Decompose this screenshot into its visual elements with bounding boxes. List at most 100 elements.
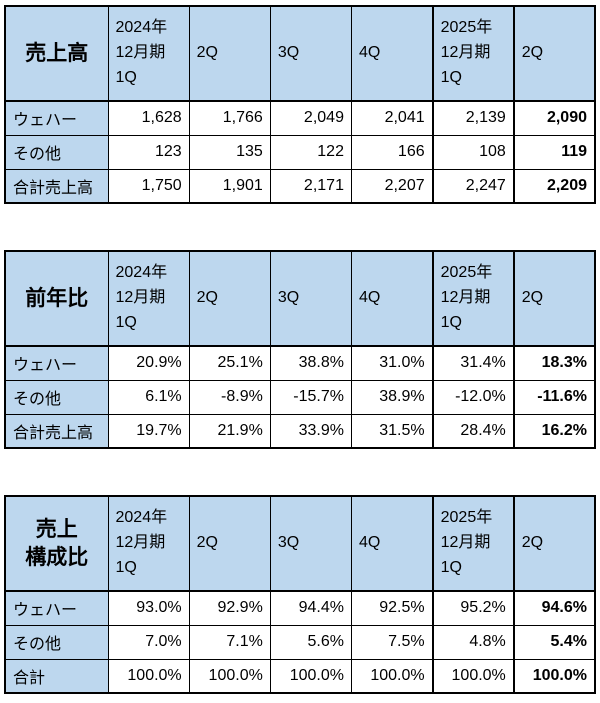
quarterly-sales-report: 売上高 2024年 12月期 1Q 2Q 3Q 4Q 2025年 12月期 1Q… — [4, 5, 596, 694]
value-cell: 123 — [107, 134, 190, 170]
value-cell: 92.5% — [350, 590, 434, 626]
row-label: ウェハー — [4, 590, 109, 626]
value-cell: 119 — [512, 134, 596, 170]
value-cell: 100.0% — [188, 658, 271, 694]
col-header-2024-1q: 2024年 12月期 1Q — [107, 250, 190, 347]
value-cell: 38.9% — [350, 379, 434, 415]
table-row: その他 7.0% 7.1% 5.6% 7.5% 4.8% 5.4% — [4, 624, 596, 660]
value-cell: 25.1% — [188, 345, 271, 381]
table-title: 売上高 — [4, 5, 109, 102]
value-cell: 5.6% — [269, 624, 352, 660]
header-row: 前年比 2024年 12月期 1Q 2Q 3Q 4Q 2025年 12月期 1Q… — [4, 250, 596, 347]
yoy-table: 前年比 2024年 12月期 1Q 2Q 3Q 4Q 2025年 12月期 1Q… — [4, 250, 596, 449]
value-cell: 2,209 — [512, 168, 596, 204]
value-cell: 38.8% — [269, 345, 352, 381]
value-cell: -15.7% — [269, 379, 352, 415]
value-cell: 2,041 — [350, 100, 434, 136]
header-row: 売上高 2024年 12月期 1Q 2Q 3Q 4Q 2025年 12月期 1Q… — [4, 5, 596, 102]
table-row: その他 123 135 122 166 108 119 — [4, 134, 596, 170]
value-cell: 21.9% — [188, 413, 271, 449]
value-cell: 93.0% — [107, 590, 190, 626]
value-cell: 1,901 — [188, 168, 271, 204]
row-label: 合計売上高 — [4, 168, 109, 204]
value-cell: 33.9% — [269, 413, 352, 449]
value-cell: 1,628 — [107, 100, 190, 136]
value-cell: 7.5% — [350, 624, 434, 660]
value-cell: 7.0% — [107, 624, 190, 660]
value-cell: -11.6% — [512, 379, 596, 415]
col-header-3q: 3Q — [269, 250, 352, 347]
value-cell: 2,207 — [350, 168, 434, 204]
value-cell: 2,049 — [269, 100, 352, 136]
col-header-2025-1q: 2025年 12月期 1Q — [431, 250, 515, 347]
value-cell: 95.2% — [431, 590, 515, 626]
value-cell: -8.9% — [188, 379, 271, 415]
col-header-4q: 4Q — [350, 250, 434, 347]
value-cell: 31.5% — [350, 413, 434, 449]
row-label: 合計売上高 — [4, 413, 109, 449]
value-cell: 1,750 — [107, 168, 190, 204]
table-title: 売上 構成比 — [4, 495, 109, 592]
col-header-4q: 4Q — [350, 495, 434, 592]
value-cell: 122 — [269, 134, 352, 170]
value-cell: 94.4% — [269, 590, 352, 626]
table-row-total: 合計 100.0% 100.0% 100.0% 100.0% 100.0% 10… — [4, 658, 596, 694]
value-cell: 94.6% — [512, 590, 596, 626]
value-cell: 92.9% — [188, 590, 271, 626]
table-row: ウェハー 93.0% 92.9% 94.4% 92.5% 95.2% 94.6% — [4, 590, 596, 626]
value-cell: 108 — [431, 134, 515, 170]
row-label: その他 — [4, 379, 109, 415]
header-row: 売上 構成比 2024年 12月期 1Q 2Q 3Q 4Q 2025年 12月期… — [4, 495, 596, 592]
value-cell: 1,766 — [188, 100, 271, 136]
value-cell: 28.4% — [431, 413, 515, 449]
table-row: ウェハー 20.9% 25.1% 38.8% 31.0% 31.4% 18.3% — [4, 345, 596, 381]
col-header-3q: 3Q — [269, 495, 352, 592]
col-header-2025-2q: 2Q — [512, 495, 596, 592]
value-cell: 18.3% — [512, 345, 596, 381]
col-header-4q: 4Q — [350, 5, 434, 102]
table-title: 前年比 — [4, 250, 109, 347]
row-label: ウェハー — [4, 100, 109, 136]
col-header-2q: 2Q — [188, 5, 271, 102]
value-cell: 2,247 — [431, 168, 515, 204]
col-header-2024-1q: 2024年 12月期 1Q — [107, 495, 190, 592]
value-cell: 19.7% — [107, 413, 190, 449]
col-header-2q: 2Q — [188, 250, 271, 347]
value-cell: 2,139 — [431, 100, 515, 136]
value-cell: 100.0% — [107, 658, 190, 694]
col-header-3q: 3Q — [269, 5, 352, 102]
table-row-total: 合計売上高 1,750 1,901 2,171 2,207 2,247 2,20… — [4, 168, 596, 204]
value-cell: 16.2% — [512, 413, 596, 449]
value-cell: 4.8% — [431, 624, 515, 660]
value-cell: 166 — [350, 134, 434, 170]
value-cell: 6.1% — [107, 379, 190, 415]
value-cell: 5.4% — [512, 624, 596, 660]
value-cell: 31.4% — [431, 345, 515, 381]
value-cell: 7.1% — [188, 624, 271, 660]
sales-table: 売上高 2024年 12月期 1Q 2Q 3Q 4Q 2025年 12月期 1Q… — [4, 5, 596, 204]
value-cell: 2,171 — [269, 168, 352, 204]
col-header-2q: 2Q — [188, 495, 271, 592]
value-cell: 100.0% — [431, 658, 515, 694]
row-label: その他 — [4, 134, 109, 170]
col-header-2025-2q: 2Q — [512, 250, 596, 347]
row-label: 合計 — [4, 658, 109, 694]
table-row: ウェハー 1,628 1,766 2,049 2,041 2,139 2,090 — [4, 100, 596, 136]
value-cell: 100.0% — [350, 658, 434, 694]
col-header-2024-1q: 2024年 12月期 1Q — [107, 5, 190, 102]
value-cell: 135 — [188, 134, 271, 170]
col-header-2025-1q: 2025年 12月期 1Q — [431, 495, 515, 592]
value-cell: 31.0% — [350, 345, 434, 381]
table-row: その他 6.1% -8.9% -15.7% 38.9% -12.0% -11.6… — [4, 379, 596, 415]
value-cell: 2,090 — [512, 100, 596, 136]
row-label: ウェハー — [4, 345, 109, 381]
value-cell: 100.0% — [512, 658, 596, 694]
row-label: その他 — [4, 624, 109, 660]
table-row-total: 合計売上高 19.7% 21.9% 33.9% 31.5% 28.4% 16.2… — [4, 413, 596, 449]
value-cell: -12.0% — [431, 379, 515, 415]
col-header-2025-1q: 2025年 12月期 1Q — [431, 5, 515, 102]
value-cell: 20.9% — [107, 345, 190, 381]
composition-table: 売上 構成比 2024年 12月期 1Q 2Q 3Q 4Q 2025年 12月期… — [4, 495, 596, 694]
value-cell: 100.0% — [269, 658, 352, 694]
col-header-2025-2q: 2Q — [512, 5, 596, 102]
